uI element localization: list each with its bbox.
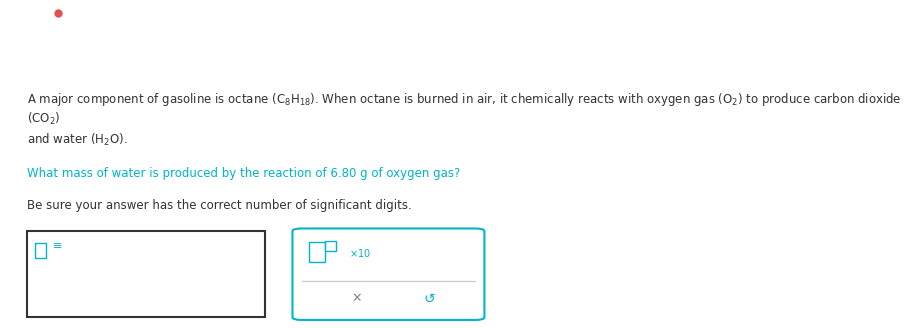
Text: and water ($\mathregular{H_2O}$).: and water ($\mathregular{H_2O}$). — [27, 132, 128, 148]
FancyBboxPatch shape — [325, 241, 336, 251]
FancyBboxPatch shape — [27, 231, 265, 317]
Text: What mass of water is produced by the reaction of 6.80 g of oxygen gas?: What mass of water is produced by the re… — [27, 167, 461, 180]
Text: ≡: ≡ — [53, 241, 62, 251]
Text: v: v — [47, 64, 54, 77]
Text: $\times$10: $\times$10 — [349, 247, 371, 259]
Text: ↺: ↺ — [424, 291, 435, 305]
Text: Solving for a reactant using a chemical equation: Solving for a reactant using a chemical … — [58, 34, 380, 47]
FancyBboxPatch shape — [309, 242, 325, 262]
Text: ✕: ✕ — [351, 292, 362, 305]
Text: CHEMICAL REACTIONS: CHEMICAL REACTIONS — [66, 11, 179, 20]
FancyBboxPatch shape — [292, 229, 484, 320]
Text: A major component of gasoline is octane ($\mathregular{C_8H_{18}}$). When octane: A major component of gasoline is octane … — [27, 91, 902, 127]
Text: Be sure your answer has the correct number of significant digits.: Be sure your answer has the correct numb… — [27, 199, 412, 212]
FancyBboxPatch shape — [804, 22, 845, 34]
Text: 0/3: 0/3 — [848, 23, 864, 33]
FancyBboxPatch shape — [35, 243, 46, 258]
